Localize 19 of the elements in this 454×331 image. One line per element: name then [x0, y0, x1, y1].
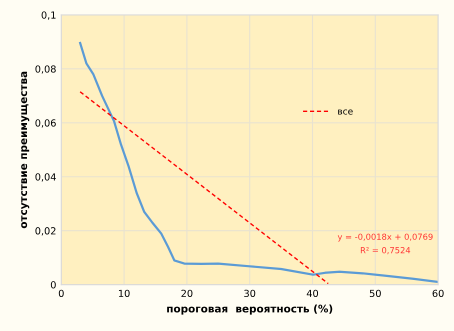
legend-label: все [338, 109, 353, 115]
annotation: R² = 0,7524 [360, 247, 410, 254]
y-tick-label: 0,1 [42, 11, 56, 20]
y-axis-title: отсутствие преимущества [21, 72, 30, 228]
line-series [79, 42, 438, 284]
y-tick-label: 0 [50, 281, 56, 288]
x-axis-title: пороговая вероятность (%) [167, 304, 332, 315]
x-tick-label: 0 [58, 290, 64, 298]
x-tick-label: 10 [118, 290, 130, 298]
y-tick-label: 0,08 [35, 65, 56, 74]
x-tick-label: 60 [432, 290, 444, 298]
x-tick-label: 30 [244, 290, 256, 298]
x-tick-label: 50 [370, 290, 381, 298]
y-tick-label: 0,04 [35, 173, 56, 182]
y-tick-label: 0,02 [35, 227, 56, 236]
x-tick-label: 40 [306, 290, 318, 298]
x-tick-label: 20 [181, 290, 192, 298]
y-tick-label: 0,06 [35, 119, 56, 128]
annotation: y = -0,0018x + 0,0769 [338, 234, 433, 242]
